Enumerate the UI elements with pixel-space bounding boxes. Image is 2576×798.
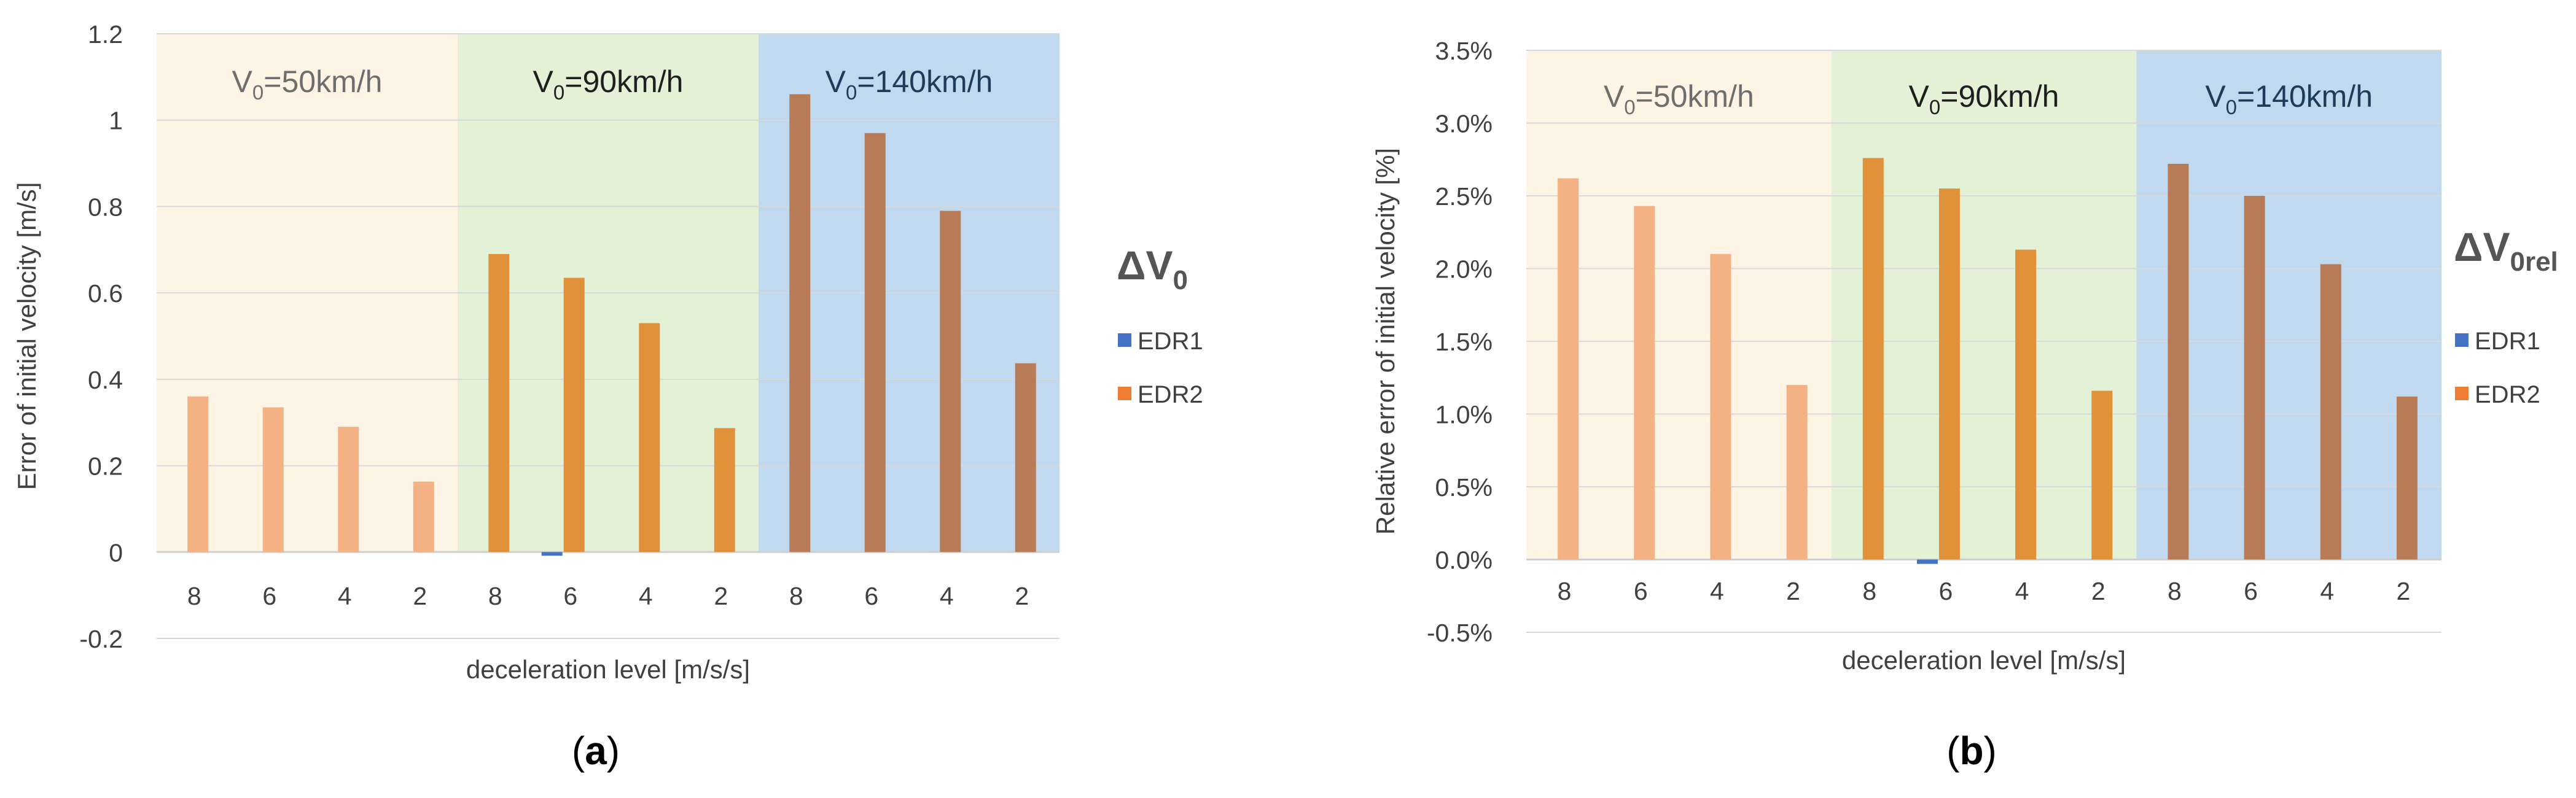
y-tick-label-2: 0.5%	[1435, 473, 1493, 502]
x-tick-label-4: 2	[413, 582, 427, 610]
region-label-2: V0=90km/h	[1909, 79, 2059, 118]
bar-edr2-11	[2320, 264, 2341, 560]
region-label-3: V0=140km/h	[2205, 79, 2373, 118]
panel-label: (a)	[572, 729, 620, 773]
bar-edr2-7	[2015, 249, 2037, 560]
bar-edr2-5	[1862, 158, 1884, 560]
y-axis-title: Error of initial velocity [m/s]	[12, 182, 41, 490]
x-tick-label-6: 6	[563, 582, 577, 610]
region-label-3: V0=140km/h	[825, 64, 993, 104]
x-tick-label-9: 8	[789, 582, 803, 610]
bar-edr2-3	[1710, 254, 1731, 560]
x-tick-label-6: 6	[1939, 577, 1953, 605]
y-tick-label-4: 0.6	[88, 279, 123, 308]
panel-label: (b)	[1946, 729, 1997, 773]
x-tick-label-4: 2	[1786, 577, 1800, 605]
y-axis-title: Relative error of initial velocity [%]	[1371, 148, 1400, 535]
x-tick-label-2: 6	[262, 582, 276, 610]
x-tick-label-5: 8	[1862, 577, 1876, 605]
x-tick-label-7: 4	[639, 582, 653, 610]
legend-label-edr1: EDR1	[2475, 328, 2540, 355]
x-tick-label-8: 2	[2091, 577, 2106, 605]
y-tick-label-2: 0.2	[88, 452, 123, 481]
legend-swatch-edr1	[1118, 333, 1131, 347]
x-tick-label-9: 8	[2168, 577, 2182, 605]
bar-edr2-9	[2168, 163, 2189, 560]
x-tick-label-5: 8	[488, 582, 502, 610]
bar-edr1-6	[1916, 559, 1938, 564]
region-label-1: V0=50km/h	[1604, 79, 1754, 118]
legend-label-edr2: EDR2	[1138, 381, 1203, 408]
x-axis-title: deceleration level [m/s/s]	[1842, 646, 2126, 675]
bar-edr1-6	[541, 552, 563, 556]
bar-edr2-12	[1015, 363, 1036, 552]
legend-swatch-edr2	[2455, 387, 2469, 400]
bar-edr2-1	[187, 397, 209, 552]
y-tick-label-6: 2.5%	[1435, 182, 1493, 211]
bar-edr2-8	[714, 428, 735, 552]
bar-edr2-7	[639, 323, 660, 552]
bar-edr2-2	[1634, 206, 1655, 560]
x-tick-label-10: 6	[2244, 577, 2258, 605]
x-tick-label-12: 2	[2397, 577, 2411, 605]
region-label-2: V0=90km/h	[533, 64, 684, 104]
y-tick-label-0: -0.2	[79, 625, 123, 653]
legend-title: ΔV0rel	[2454, 224, 2558, 277]
legend-swatch-edr2	[1118, 387, 1131, 400]
x-tick-label-1: 8	[1558, 577, 1572, 605]
x-tick-label-8: 2	[714, 582, 728, 610]
y-tick-label-1: 0.0%	[1435, 546, 1493, 575]
chart-panel-b: V0=50km/h V0=90km/h V0=140km/h -0.5% 0.0% 0.5…	[1371, 37, 2558, 773]
y-tick-label-5: 0.8	[88, 193, 123, 221]
bar-edr2-11	[940, 211, 961, 552]
y-tick-label-1: 0	[109, 538, 123, 567]
bar-edr2-4	[413, 481, 434, 552]
bar-edr2-2	[262, 407, 284, 552]
y-tick-label-8: 3.5%	[1435, 37, 1493, 65]
legend-label-edr1: EDR1	[1138, 328, 1203, 355]
region-label-1: V0=50km/h	[232, 64, 383, 104]
x-tick-label-10: 6	[864, 582, 878, 610]
x-tick-label-3: 4	[1710, 577, 1724, 605]
bar-edr2-5	[488, 254, 510, 552]
legend-title: ΔV0	[1117, 242, 1188, 295]
y-tick-label-3: 0.4	[88, 366, 123, 394]
y-tick-label-5: 2.0%	[1435, 255, 1493, 284]
x-tick-label-11: 4	[940, 582, 954, 610]
x-tick-label-11: 4	[2320, 577, 2334, 605]
bar-edr2-8	[2091, 390, 2113, 560]
x-tick-label-12: 2	[1015, 582, 1029, 610]
bar-edr2-10	[864, 133, 886, 552]
bar-edr2-3	[338, 427, 359, 552]
x-tick-label-7: 4	[2015, 577, 2029, 605]
legend-label-edr2: EDR2	[2475, 381, 2540, 408]
x-tick-label-2: 6	[1634, 577, 1648, 605]
x-tick-label-1: 8	[187, 582, 201, 610]
x-axis-title: deceleration level [m/s/s]	[466, 655, 750, 684]
y-tick-label-7: 1.2	[88, 20, 123, 48]
chart-panel-a: V0=50km/h V0=90km/h V0=140km/h -0.2 0 0.2 0.4 0…	[12, 20, 1203, 773]
bar-edr2-4	[1786, 385, 1808, 560]
y-tick-label-0: -0.5%	[1427, 619, 1493, 647]
bar-edr2-6	[563, 277, 585, 552]
legend-swatch-edr1	[2455, 333, 2469, 347]
bar-edr2-12	[2396, 397, 2418, 560]
bar-edr2-9	[789, 94, 811, 552]
bar-edr2-10	[2244, 196, 2265, 560]
y-tick-label-4: 1.5%	[1435, 328, 1493, 356]
y-tick-label-3: 1.0%	[1435, 401, 1493, 429]
y-tick-label-7: 3.0%	[1435, 110, 1493, 138]
x-tick-label-3: 4	[338, 582, 352, 610]
y-tick-label-6: 1	[109, 107, 123, 135]
bar-edr2-6	[1938, 188, 1960, 560]
bar-edr2-1	[1558, 178, 1579, 560]
